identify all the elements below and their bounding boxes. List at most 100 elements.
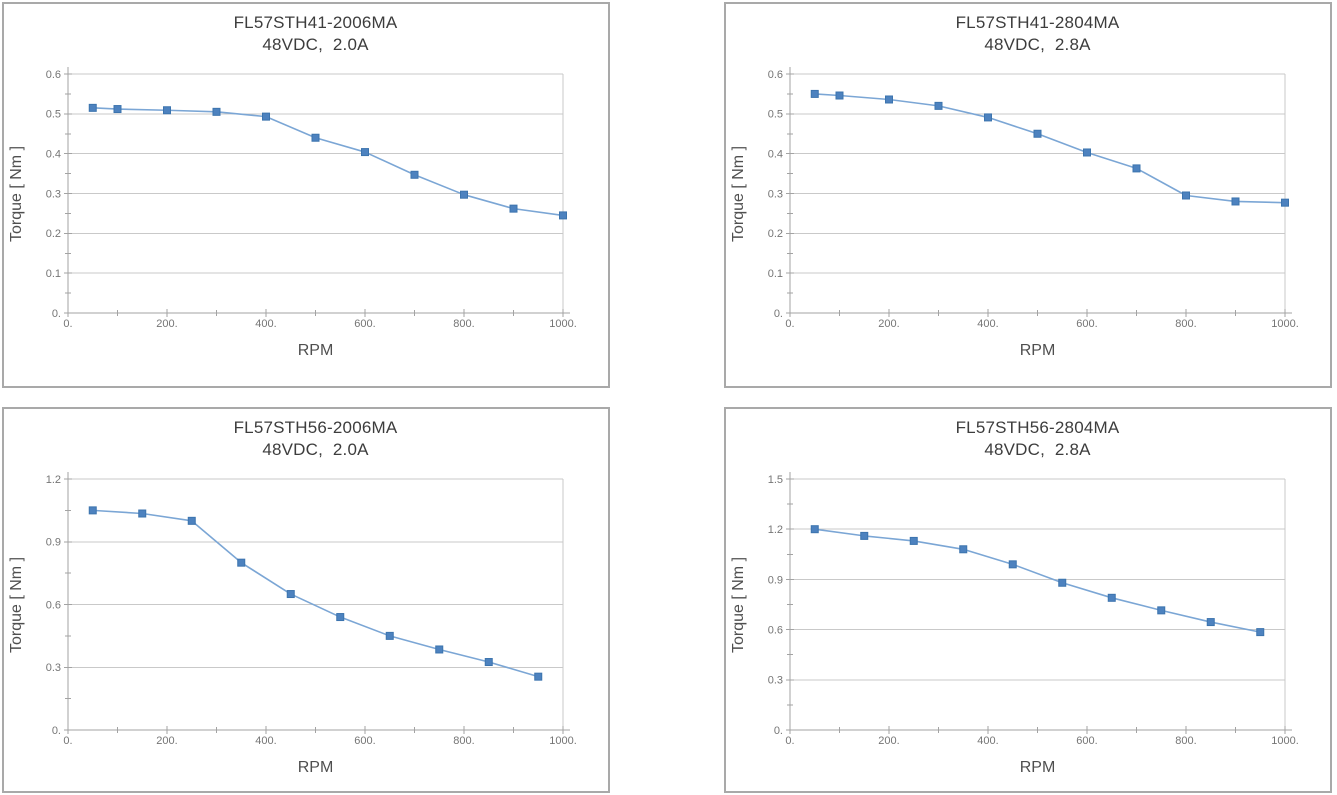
y-tick-label: 0.3 xyxy=(46,188,61,200)
y-tick-label: 0.2 xyxy=(768,228,783,240)
y-tick-label: 0. xyxy=(52,725,61,737)
data-point-marker xyxy=(810,89,819,98)
x-tick-label: 0. xyxy=(785,318,794,330)
y-tick-label: 0.3 xyxy=(46,662,61,674)
chart-title: FL57STH56-2804MA xyxy=(955,418,1120,437)
data-point-marker xyxy=(1206,618,1215,627)
chart-subtitle: 48VDC, 2.0A xyxy=(262,440,369,459)
y-tick-label: 0.2 xyxy=(46,228,61,240)
y-tick-label: 0.6 xyxy=(46,599,61,611)
x-tick-label: 600. xyxy=(1076,318,1097,330)
chart-subtitle: 48VDC, 2.8A xyxy=(984,35,1091,54)
x-tick-label: 200. xyxy=(878,735,899,747)
data-point-marker xyxy=(885,95,893,104)
data-point-marker xyxy=(237,558,246,567)
x-tick-label: 800. xyxy=(1175,318,1196,330)
x-tick-label: 800. xyxy=(453,735,474,747)
data-point-marker xyxy=(435,645,444,654)
x-tick-label: 200. xyxy=(878,318,899,330)
x-tick-label: 1000. xyxy=(549,318,577,330)
x-tick-label: 600. xyxy=(354,735,375,747)
data-point-marker xyxy=(1058,578,1067,587)
chart-box-fl57sth41-2006ma: FL57STH41-2006MA 48VDC, 2.0A Torque [ Nm… xyxy=(2,2,610,388)
chart-subtitle: 48VDC, 2.8A xyxy=(984,440,1091,459)
y-tick-label: 0.6 xyxy=(768,69,783,81)
data-point-marker xyxy=(810,525,819,534)
chart-title: FL57STH41-2006MA xyxy=(233,13,398,32)
x-axis-title: RPM xyxy=(297,759,334,776)
y-tick-label: 1.5 xyxy=(768,474,783,486)
data-point-marker xyxy=(212,107,221,116)
data-point-marker xyxy=(559,211,567,220)
x-tick-label: 800. xyxy=(453,318,474,330)
x-tick-label: 400. xyxy=(977,735,998,747)
data-point-marker xyxy=(1157,606,1166,615)
data-point-marker xyxy=(1231,197,1240,206)
x-tick-label: 400. xyxy=(255,735,276,747)
y-tick-label: 0.5 xyxy=(768,109,783,121)
data-point-marker xyxy=(1281,198,1289,207)
x-tick-label: 200. xyxy=(156,318,177,330)
data-point-marker xyxy=(88,506,97,515)
data-point-marker xyxy=(311,133,320,142)
data-point-marker xyxy=(1107,593,1116,602)
data-point-marker xyxy=(1182,191,1190,200)
chart-box-fl57sth41-2804ma: FL57STH41-2804MA 48VDC, 2.8A Torque [ Nm… xyxy=(724,2,1332,388)
data-point-marker xyxy=(860,531,869,540)
data-point-marker xyxy=(1132,164,1141,173)
plot-area: 0. 0.1 0.2 0.3 0.4 0.5 0.6 0. 200. 400. 600. 800. 10… xyxy=(46,67,577,330)
data-point-marker xyxy=(336,613,345,622)
data-point-marker xyxy=(163,106,171,115)
y-tick-label: 0. xyxy=(774,725,783,737)
data-point-marker xyxy=(909,536,918,545)
y-tick-label: 0.4 xyxy=(46,149,61,161)
series-line xyxy=(814,93,1286,204)
data-point-marker xyxy=(484,658,493,667)
data-point-marker xyxy=(1083,148,1091,157)
data-point-marker xyxy=(959,545,968,554)
data-point-marker xyxy=(984,113,992,122)
y-tick-label: 0.9 xyxy=(768,574,783,586)
chart-subtitle: 48VDC, 2.0A xyxy=(262,35,369,54)
x-tick-label: 800. xyxy=(1175,735,1196,747)
data-point-marker xyxy=(286,590,295,599)
x-axis-title: RPM xyxy=(297,342,334,359)
data-point-marker xyxy=(509,204,518,213)
data-point-marker xyxy=(934,101,943,110)
x-tick-label: 200. xyxy=(156,735,177,747)
y-tick-label: 1.2 xyxy=(46,474,61,486)
data-point-marker xyxy=(835,91,844,100)
x-tick-label: 1000. xyxy=(549,735,577,747)
data-point-marker xyxy=(138,509,147,518)
chart-box-fl57sth56-2804ma: FL57STH56-2804MA 48VDC, 2.8A Torque [ Nm… xyxy=(724,407,1332,793)
plot-area: 0. 0.3 0.6 0.9 1.2 1.5 0. 200. 400. 600. 800. 1000. xyxy=(768,472,1299,747)
x-tick-label: 600. xyxy=(1076,735,1097,747)
y-tick-label: 0. xyxy=(52,308,61,320)
y-tick-label: 0.6 xyxy=(768,624,783,636)
y-tick-label: 0. xyxy=(774,308,783,320)
data-point-marker xyxy=(1033,129,1042,138)
chart-title: FL57STH41-2804MA xyxy=(955,13,1120,32)
data-point-marker xyxy=(1256,628,1265,637)
x-tick-label: 600. xyxy=(354,318,375,330)
y-tick-label: 1.2 xyxy=(768,524,783,536)
y-tick-label: 0.3 xyxy=(768,188,783,200)
x-tick-label: 0. xyxy=(785,735,794,747)
y-tick-label: 0.4 xyxy=(768,149,783,161)
x-axis-title: RPM xyxy=(1019,759,1056,776)
x-tick-label: 1000. xyxy=(1271,318,1299,330)
series-line xyxy=(92,107,564,217)
data-point-marker xyxy=(534,672,543,681)
x-tick-label: 400. xyxy=(977,318,998,330)
y-tick-label: 0.1 xyxy=(46,268,61,280)
x-tick-label: 400. xyxy=(255,318,276,330)
data-point-marker xyxy=(88,103,97,112)
x-tick-label: 0. xyxy=(63,318,72,330)
x-tick-label: 1000. xyxy=(1271,735,1299,747)
x-axis-title: RPM xyxy=(1019,342,1056,359)
data-point-marker xyxy=(187,516,196,525)
data-point-marker xyxy=(361,148,369,157)
y-tick-label: 0.6 xyxy=(46,69,61,81)
x-tick-label: 0. xyxy=(63,735,72,747)
